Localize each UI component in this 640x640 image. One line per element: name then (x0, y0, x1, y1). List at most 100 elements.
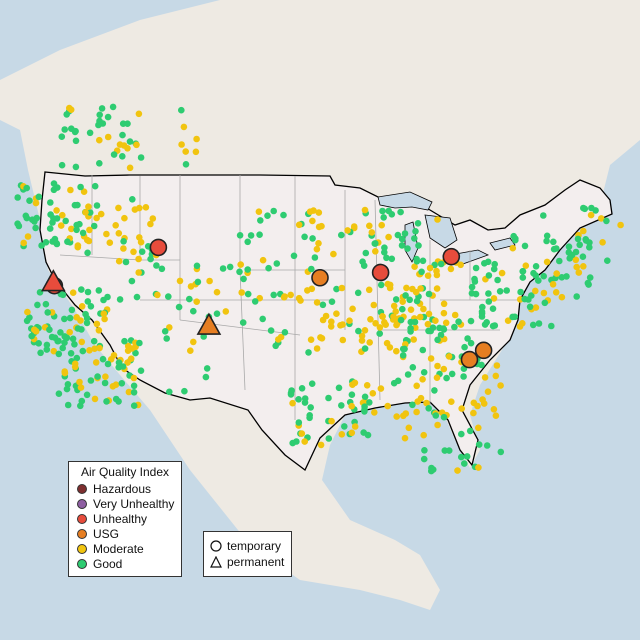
site-dot (425, 405, 433, 412)
site-dot (91, 182, 99, 190)
site-dot (115, 230, 123, 237)
site-dot (407, 325, 414, 332)
site-dot (603, 217, 610, 225)
temporary-site-marker (371, 263, 390, 282)
site-dot (466, 427, 474, 435)
site-dot (193, 135, 200, 143)
site-dot (93, 214, 100, 222)
site-dot (61, 369, 69, 377)
site-dot (483, 319, 491, 326)
site-dot (147, 220, 154, 228)
site-dot (78, 338, 86, 346)
site-dot (206, 277, 213, 285)
site-dot (181, 387, 188, 395)
site-dot (87, 303, 95, 310)
site-dot (96, 344, 103, 352)
site-dot (467, 339, 475, 347)
site-dot (87, 377, 95, 384)
aqi-legend: Air Quality Index Hazardous Very Unhealt… (68, 461, 182, 577)
site-dot (406, 296, 414, 304)
site-dot (355, 327, 362, 335)
site-dot (580, 227, 587, 235)
site-dot (165, 293, 172, 300)
site-dot (379, 207, 386, 215)
site-dot (475, 464, 482, 471)
site-dot (287, 291, 295, 299)
site-dot (301, 438, 309, 445)
site-dot (178, 141, 185, 148)
site-dot (103, 398, 110, 405)
aqi-legend-title: Air Quality Index (80, 465, 170, 479)
site-dot (432, 317, 439, 325)
site-dot (315, 209, 323, 216)
site-dot (550, 245, 558, 253)
site-dot (298, 385, 306, 392)
site-dot (149, 215, 157, 222)
site-dot (441, 447, 449, 454)
site-dot (53, 239, 60, 247)
site-dot (341, 423, 348, 430)
site-dot (437, 260, 445, 268)
site-dot (66, 314, 74, 322)
site-dot (333, 310, 340, 318)
site-dot (309, 217, 316, 225)
site-dot (84, 298, 92, 305)
site-dot (64, 238, 71, 245)
site-dot (115, 204, 122, 212)
site-dot (385, 233, 392, 241)
site-dot (272, 342, 280, 350)
site-dot (338, 231, 345, 239)
site-dot (455, 318, 462, 326)
site-dot (541, 299, 549, 307)
site-dot (259, 256, 267, 264)
site-dot (238, 289, 245, 296)
site-dot (69, 289, 77, 297)
site-dot (338, 284, 346, 292)
site-dot (410, 336, 418, 343)
site-dot (573, 263, 580, 271)
site-dot (489, 305, 497, 313)
site-dot (443, 374, 450, 382)
site-dot (273, 260, 281, 267)
site-dot (339, 336, 347, 344)
site-dot (313, 345, 321, 352)
site-dot (426, 264, 434, 272)
site-dot (397, 208, 404, 216)
site-dot (24, 308, 31, 316)
site-dot (270, 207, 278, 215)
site-dot (120, 245, 127, 252)
site-dot (77, 317, 84, 324)
site-dot (485, 298, 493, 305)
site-dot (71, 201, 79, 209)
site-dot (338, 431, 346, 438)
site-dot (69, 335, 77, 343)
site-dot (325, 394, 332, 402)
site-dot (267, 327, 275, 334)
legend-label: Hazardous (93, 482, 152, 496)
site-dot (468, 290, 476, 297)
site-dot (351, 423, 359, 430)
site-dot (35, 340, 42, 347)
site-dot (427, 355, 435, 362)
site-dot (59, 211, 66, 219)
site-dot (86, 209, 94, 216)
site-dot (72, 127, 79, 135)
site-dot (328, 298, 336, 306)
site-dot (529, 321, 537, 329)
site-dot (550, 238, 557, 246)
site-dot (119, 131, 126, 139)
site-dot (115, 398, 122, 405)
site-dot (116, 296, 124, 303)
legend-label: temporary (227, 539, 282, 553)
site-dot (264, 212, 271, 219)
site-dot (388, 255, 396, 263)
site-dot (543, 237, 550, 245)
site-dot (57, 222, 65, 229)
site-dot (325, 435, 333, 442)
site-dot (129, 196, 136, 203)
site-dot (512, 235, 519, 242)
site-dot (14, 194, 21, 201)
site-dot (333, 285, 340, 293)
site-dot (433, 374, 441, 382)
site-dot (348, 391, 356, 399)
